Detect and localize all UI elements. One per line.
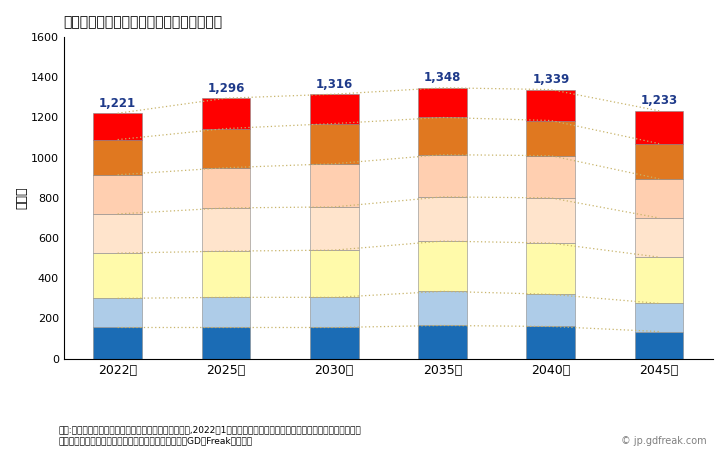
Bar	[93, 214, 142, 253]
Bar	[202, 208, 250, 251]
Bar	[310, 297, 359, 328]
Bar	[418, 291, 467, 325]
Bar	[418, 325, 467, 359]
Bar	[418, 197, 467, 241]
Bar	[310, 328, 359, 359]
Text: 出所:実績値は「介護事業状況報告月報」（厚生労働省,2022年1月）。推計値は「全国又は都道府県の男女・年齢階層別: 出所:実績値は「介護事業状況報告月報」（厚生労働省,2022年1月）。推計値は「…	[58, 425, 361, 434]
Bar	[526, 294, 575, 327]
Bar	[526, 121, 575, 156]
Bar	[310, 123, 359, 164]
Bar	[635, 179, 684, 218]
Bar	[526, 90, 575, 121]
Bar	[202, 98, 250, 129]
Bar	[93, 140, 142, 175]
Text: 1,296: 1,296	[207, 81, 245, 94]
Bar	[93, 328, 142, 359]
Text: 大山町の要介護（要支援）者数の将来推計: 大山町の要介護（要支援）者数の将来推計	[64, 15, 223, 29]
Bar	[418, 155, 467, 197]
Bar	[202, 297, 250, 328]
Text: 要介護度別平均認定率を当域内人口構成に当てはめてGD　Freakが算出。: 要介護度別平均認定率を当域内人口構成に当てはめてGD Freakが算出。	[58, 436, 253, 446]
Text: 1,221: 1,221	[99, 97, 136, 110]
Bar	[635, 303, 684, 332]
Bar	[202, 168, 250, 208]
Bar	[310, 94, 359, 123]
Bar	[418, 88, 467, 117]
Bar	[202, 129, 250, 168]
Bar	[635, 332, 684, 359]
Bar	[526, 156, 575, 198]
Bar	[310, 164, 359, 207]
Bar	[635, 257, 684, 303]
Bar	[310, 207, 359, 250]
Bar	[418, 117, 467, 155]
Text: 1,233: 1,233	[641, 94, 678, 107]
Bar	[93, 175, 142, 214]
Bar	[310, 250, 359, 297]
Bar	[526, 327, 575, 359]
Y-axis label: ［人］: ［人］	[15, 187, 28, 209]
Bar	[635, 111, 684, 144]
Bar	[526, 198, 575, 243]
Text: 1,339: 1,339	[532, 73, 569, 86]
Bar	[526, 243, 575, 294]
Text: © jp.gdfreak.com: © jp.gdfreak.com	[620, 436, 706, 446]
Bar	[93, 253, 142, 298]
Bar	[418, 241, 467, 291]
Text: 1,316: 1,316	[316, 77, 353, 90]
Bar	[635, 218, 684, 257]
Text: 1,348: 1,348	[424, 71, 462, 84]
Bar	[93, 113, 142, 140]
Bar	[202, 251, 250, 297]
Bar	[635, 144, 684, 179]
Bar	[93, 298, 142, 328]
Bar	[202, 328, 250, 359]
